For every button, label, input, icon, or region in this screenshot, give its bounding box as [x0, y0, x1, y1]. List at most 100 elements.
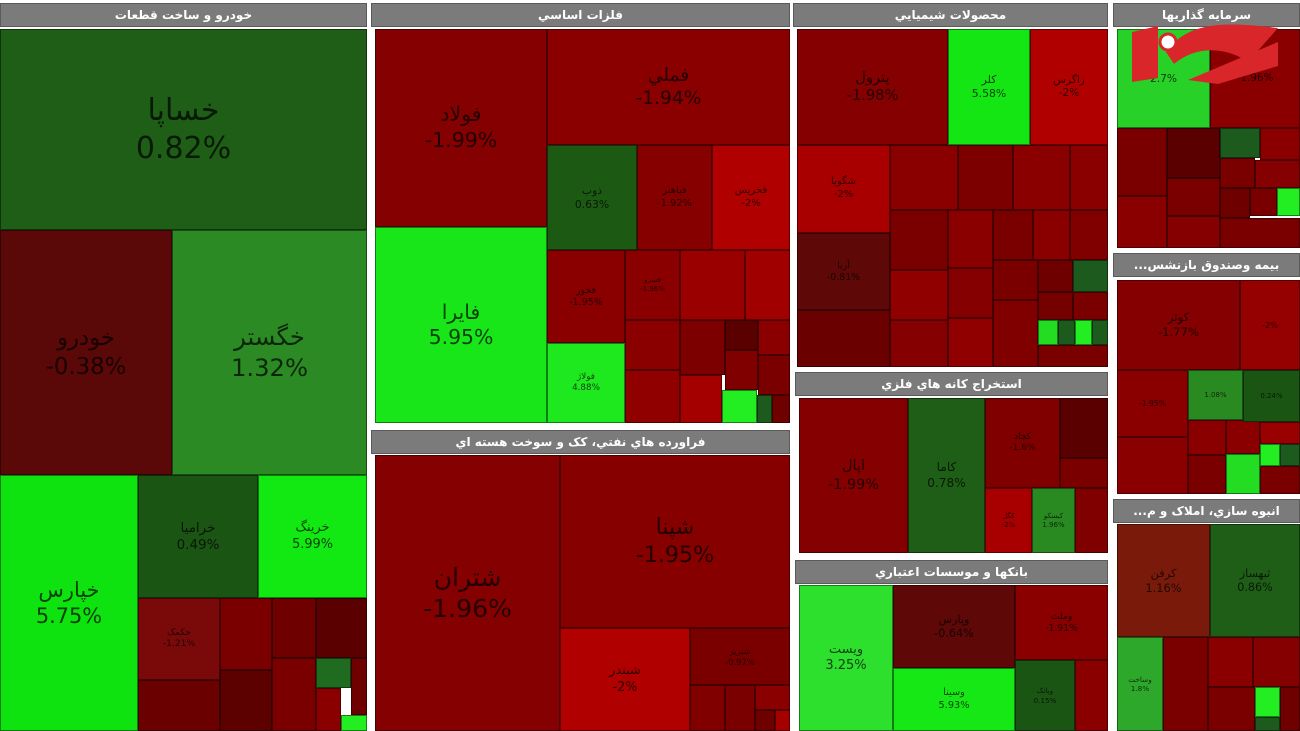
stock-tile: ذوب 0.63%	[547, 145, 637, 250]
sector-title: فراورده هاي نفتي، کک و سوخت هسته اي	[371, 430, 790, 454]
price-change: -1.77%	[1157, 325, 1200, 339]
price-change: 5.58%	[971, 87, 1007, 100]
small-tile	[1013, 145, 1070, 210]
stock-tile: آریا -0.81%	[797, 233, 890, 310]
stock-tile: زاگرس -2%	[1030, 29, 1108, 145]
stock-tile: فملي -1.94%	[547, 29, 790, 145]
small-tile	[1038, 320, 1058, 345]
stock-tile: کوثر -1.77%	[1117, 280, 1240, 370]
stock-tile: 1.08%	[1188, 370, 1243, 420]
price-change: 0.49%	[176, 536, 220, 553]
logo-shape	[1188, 42, 1278, 84]
small-tile	[680, 375, 722, 423]
stock-tile: -1.95%	[1117, 370, 1188, 437]
small-tile	[1226, 420, 1260, 454]
stock-tile: فخوز -1.95%	[547, 250, 625, 343]
small-tile	[775, 710, 790, 731]
stock-symbol: شبریز	[729, 646, 751, 657]
stock-symbol: آریا	[837, 259, 850, 271]
stock-tile: -2%	[1240, 280, 1300, 370]
price-change: 1.96%	[1042, 520, 1065, 529]
price-change: 5.75%	[35, 604, 103, 628]
small-tile	[1226, 454, 1260, 494]
small-tile	[220, 598, 272, 670]
price-change: 0.63%	[574, 197, 610, 211]
small-tile	[757, 395, 772, 423]
stock-tile: فايرا 5.95%	[375, 227, 547, 423]
small-tile	[1075, 320, 1092, 345]
small-tile	[341, 715, 367, 731]
stock-symbol: پترول	[855, 68, 890, 86]
small-tile	[1208, 637, 1253, 687]
stock-symbol: زاگرس	[1053, 73, 1085, 86]
stock-symbol: شگویا	[830, 176, 856, 188]
small-tile	[1060, 458, 1108, 488]
small-tile	[220, 670, 272, 731]
stock-symbol: فولاد	[440, 102, 482, 127]
price-change: -0.81%	[826, 271, 861, 283]
price-change: 0.82%	[135, 130, 232, 166]
small-tile	[1167, 216, 1220, 248]
small-tile	[1070, 145, 1108, 210]
price-change: -0.64%	[934, 626, 974, 640]
stock-tile: شپنا -1.95%	[560, 455, 790, 628]
small-tile	[1075, 488, 1108, 553]
small-tile	[1280, 687, 1300, 731]
price-change: -1.21%	[162, 639, 196, 649]
stock-symbol: فخوز	[575, 284, 597, 296]
small-tile	[890, 320, 948, 367]
sector-title: ...بيمه وصندوق بازنشس	[1113, 253, 1300, 277]
stock-symbol: کیسکو	[1043, 511, 1064, 520]
stock-symbol: شتران	[433, 562, 502, 592]
small-tile	[680, 320, 725, 375]
small-tile	[1250, 188, 1277, 216]
stock-symbol: شبندر	[609, 663, 641, 679]
stock-symbol: خپارس	[38, 577, 100, 602]
stock-symbol: فخريس	[734, 184, 768, 196]
price-change: -1.92%	[657, 197, 692, 209]
stock-symbol: فولاژ	[577, 372, 595, 383]
small-tile	[1220, 188, 1250, 218]
stock-tile: وسينا 5.93%	[893, 668, 1015, 731]
sector-title: استخراج کانه هاي فلزي	[795, 372, 1108, 396]
stock-tile: خپارس 5.75%	[0, 475, 138, 731]
stock-tile: فولاژ 4.88%	[547, 343, 625, 423]
small-tile	[1117, 437, 1188, 494]
price-change: -1.96%	[640, 285, 665, 293]
small-tile	[890, 145, 958, 210]
small-tile	[993, 300, 1038, 367]
stock-tile: خساپا 0.82%	[0, 29, 367, 230]
stock-tile: شبریز -0.97%	[690, 628, 790, 685]
small-tile	[958, 145, 1013, 210]
price-change: -1.95%	[569, 296, 603, 308]
small-tile	[993, 260, 1038, 300]
stock-symbol: فباهنر	[662, 185, 687, 197]
small-tile	[1058, 320, 1075, 345]
stock-tile: ويست 3.25%	[799, 585, 893, 731]
small-tile	[772, 395, 790, 423]
sector-title: بانکها و موسسات اعتباري	[795, 560, 1108, 584]
stock-tile: کیسکو 1.96%	[1032, 488, 1075, 553]
sector-title: فلزات اساسي	[371, 3, 790, 27]
small-tile	[1277, 188, 1300, 216]
small-tile	[758, 320, 790, 355]
small-tile	[890, 270, 948, 320]
small-tile	[745, 250, 790, 320]
price-change: -2%	[1262, 319, 1278, 330]
stock-symbol: شپنا	[655, 513, 695, 540]
small-tile	[272, 598, 316, 658]
small-tile	[1075, 660, 1108, 731]
stock-tile: وملت -1.91%	[1015, 585, 1108, 660]
price-change: -2%	[1058, 87, 1080, 99]
small-tile	[680, 250, 745, 320]
stock-symbol: وساخت	[1128, 674, 1152, 684]
stock-symbol: خگستر	[234, 322, 305, 352]
stock-tile: فخريس -2%	[712, 145, 790, 250]
small-tile	[725, 685, 755, 731]
price-change: -1.99%	[827, 476, 880, 493]
small-tile	[1260, 422, 1300, 444]
price-change: -1.94%	[635, 88, 702, 109]
price-change: 0.78%	[927, 475, 966, 490]
stock-symbol: فايرا	[441, 299, 481, 324]
